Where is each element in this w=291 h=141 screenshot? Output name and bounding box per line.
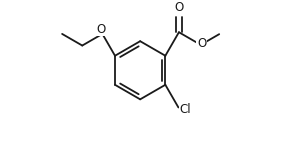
Text: O: O — [97, 23, 106, 36]
Text: Cl: Cl — [179, 103, 191, 116]
Text: O: O — [197, 37, 206, 50]
Text: O: O — [174, 1, 184, 14]
